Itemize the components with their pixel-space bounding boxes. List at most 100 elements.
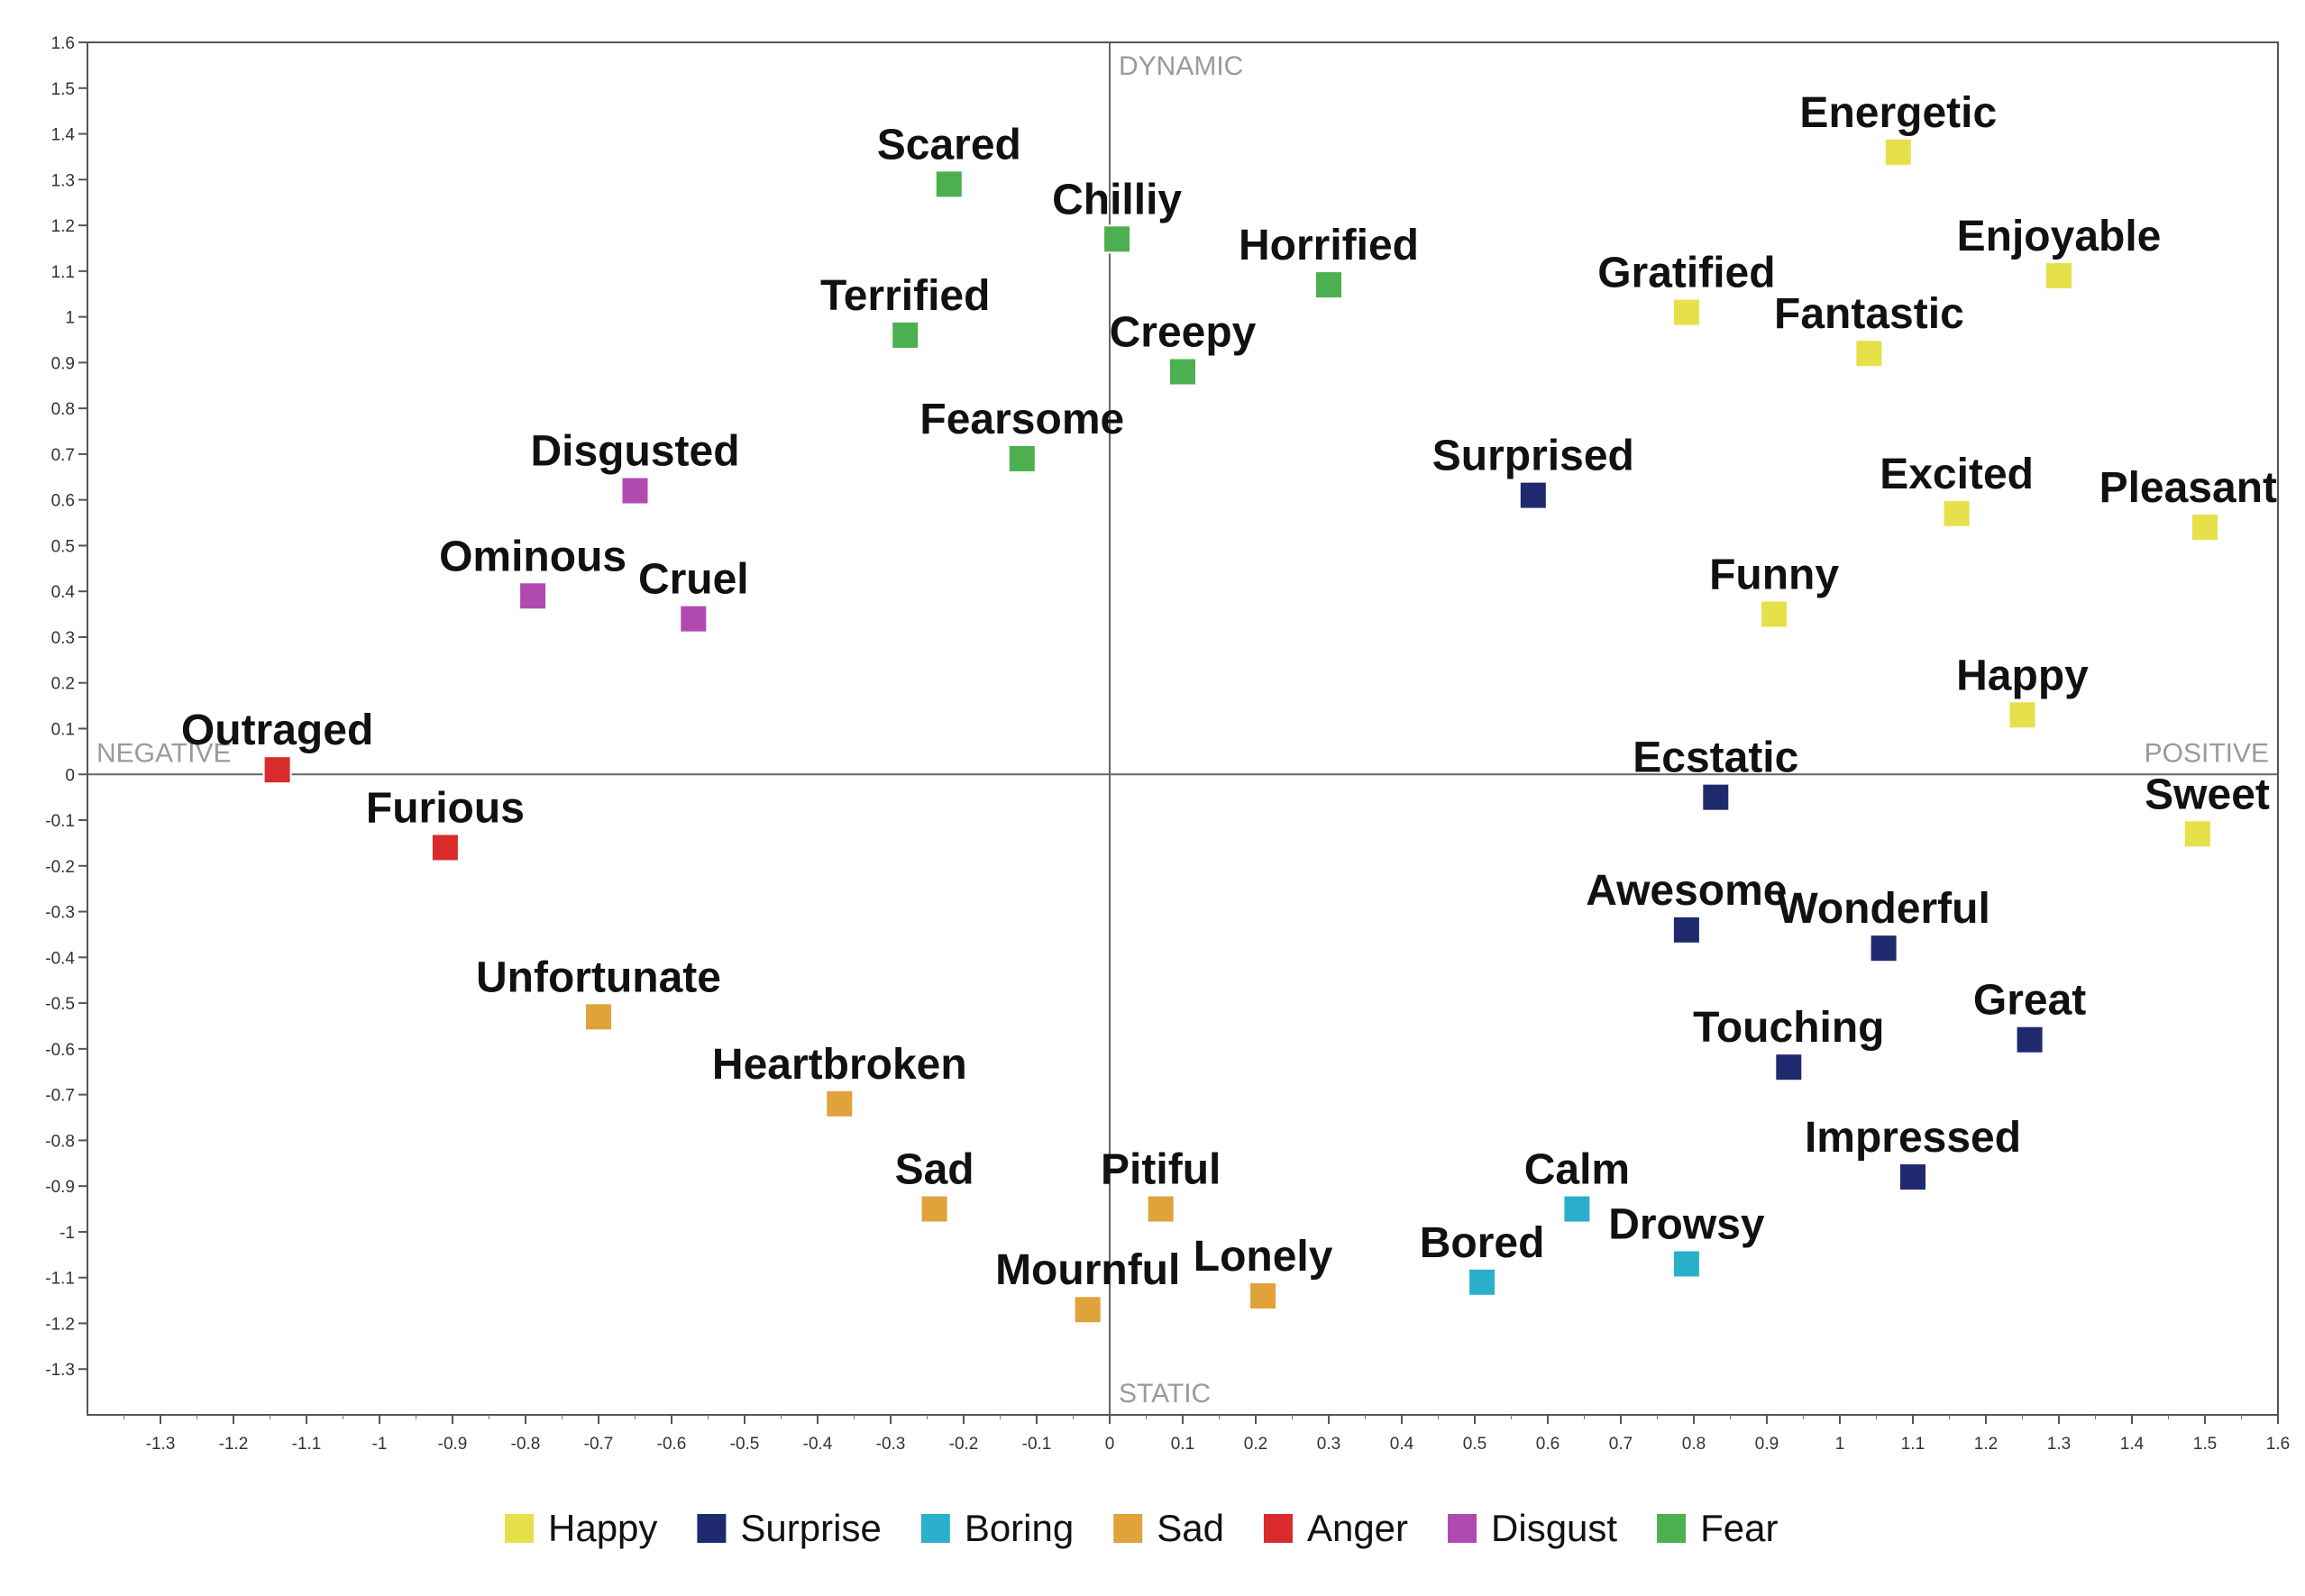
x-tick-label: -0.7 bbox=[584, 1435, 614, 1454]
data-point-marker bbox=[679, 604, 709, 634]
legend-label: Disgust bbox=[1491, 1507, 1617, 1549]
legend-label: Happy bbox=[548, 1507, 657, 1549]
legend-label: Boring bbox=[965, 1507, 1074, 1549]
x-tick-label: 1.1 bbox=[1901, 1435, 1925, 1454]
data-point-marker bbox=[1168, 357, 1197, 387]
data-point-label: Funny bbox=[1709, 552, 1839, 599]
data-point-marker bbox=[1942, 498, 1971, 528]
x-tick-label: 0.6 bbox=[1536, 1435, 1560, 1454]
y-tick-label: 0.6 bbox=[51, 492, 75, 511]
data-point-marker bbox=[430, 833, 460, 862]
data-point-label: Creepy bbox=[1110, 309, 1257, 357]
quadrant-label-bottom: STATIC bbox=[1119, 1379, 1211, 1409]
data-point-marker bbox=[1883, 137, 1913, 167]
data-point-label: Awesome bbox=[1586, 867, 1787, 915]
data-point-label: Drowsy bbox=[1608, 1200, 1765, 1248]
plot-frame bbox=[87, 41, 2279, 1416]
data-point-label: Enjoyable bbox=[1957, 213, 2162, 260]
data-point-marker bbox=[1468, 1267, 1497, 1297]
data-point-label: Surprised bbox=[1432, 433, 1634, 480]
y-tick-label: -0.1 bbox=[45, 812, 75, 831]
axis-ticks: -1.3 -1.2 -1.1 -1 -0.9 -0.8 -0.7 -0.6 -0.5 -0.4 -0… bbox=[45, 34, 2290, 1454]
y-tick-label: 0 bbox=[65, 766, 75, 785]
data-point-marker bbox=[1007, 443, 1037, 473]
x-tick-label: -0.3 bbox=[876, 1435, 906, 1454]
data-point-marker bbox=[1898, 1163, 1927, 1192]
y-tick-label: -1.2 bbox=[45, 1315, 75, 1334]
data-point-marker bbox=[1854, 339, 1884, 369]
y-tick-label: -0.9 bbox=[45, 1178, 75, 1197]
data-point-label: Lonely bbox=[1194, 1233, 1333, 1281]
y-tick-label: -0.2 bbox=[45, 858, 75, 877]
data-point-marker bbox=[1146, 1194, 1175, 1224]
data-point-label: Sad bbox=[895, 1146, 974, 1194]
y-tick-label: -1 bbox=[59, 1224, 75, 1243]
quadrant-labels: DYNAMIC STATIC NEGATIVE POSITIVE bbox=[96, 51, 2269, 1409]
y-tick-label: -0.6 bbox=[45, 1041, 75, 1060]
y-tick-label: -0.3 bbox=[45, 904, 75, 923]
x-tick-label: -0.5 bbox=[730, 1435, 760, 1454]
data-point-marker bbox=[891, 320, 920, 350]
data-point-label: Ecstatic bbox=[1633, 734, 1798, 782]
data-point-label: Unfortunate bbox=[476, 953, 721, 1001]
data-point-label: Calm bbox=[1524, 1146, 1630, 1194]
y-tick-label: -1.3 bbox=[45, 1361, 75, 1380]
data-point-label: Heartbroken bbox=[712, 1041, 967, 1089]
data-point-label: Sweet bbox=[2145, 771, 2270, 818]
x-tick-label: 0.3 bbox=[1317, 1435, 1340, 1454]
data-point-marker bbox=[919, 1194, 949, 1224]
data-point-marker bbox=[2008, 700, 2037, 730]
x-tick-label: 1.6 bbox=[2266, 1435, 2290, 1454]
x-tick-label: -0.4 bbox=[803, 1435, 833, 1454]
data-point-label: Disgusted bbox=[530, 428, 739, 476]
y-tick-label: -0.4 bbox=[45, 949, 75, 968]
y-tick-label: 1.1 bbox=[51, 263, 75, 282]
x-tick-label: 1.4 bbox=[2120, 1435, 2145, 1454]
data-point-label: Fearsome bbox=[919, 396, 1124, 443]
data-point-label: Pitiful bbox=[1101, 1146, 1221, 1194]
y-tick-label: -0.5 bbox=[45, 995, 75, 1014]
y-tick-label: 0.4 bbox=[51, 583, 76, 602]
legend-swatch bbox=[920, 1514, 950, 1543]
y-tick-label: 1.6 bbox=[51, 34, 75, 53]
quadrant-label-top: DYNAMIC bbox=[1119, 51, 1243, 81]
x-tick-label: -0.8 bbox=[511, 1435, 541, 1454]
legend-swatch bbox=[1263, 1514, 1293, 1543]
data-point-label: Impressed bbox=[1805, 1114, 2021, 1162]
x-tick-label: -1.2 bbox=[219, 1435, 249, 1454]
x-tick-label: 0.8 bbox=[1682, 1435, 1706, 1454]
data-point-marker bbox=[2182, 819, 2212, 849]
center-axes bbox=[87, 42, 2278, 1415]
x-tick-label: -0.2 bbox=[949, 1435, 979, 1454]
data-point-label: Furious bbox=[366, 784, 525, 832]
x-tick-label: 0.5 bbox=[1463, 1435, 1486, 1454]
legend-swatch bbox=[1657, 1514, 1687, 1543]
x-tick-label: 1.3 bbox=[2047, 1435, 2071, 1454]
x-tick-label: -0.6 bbox=[657, 1435, 687, 1454]
y-tick-label: -0.8 bbox=[45, 1132, 75, 1151]
data-point-marker bbox=[620, 476, 650, 506]
data-point-marker bbox=[1701, 782, 1731, 812]
data-point-marker bbox=[262, 755, 292, 785]
data-point-marker bbox=[518, 581, 548, 611]
data-point-label: Bored bbox=[1420, 1219, 1545, 1267]
data-point-marker bbox=[1518, 480, 1548, 510]
data-point-marker bbox=[1869, 934, 1898, 963]
data-point-label: Mournful bbox=[995, 1246, 1180, 1294]
data-point-label: Fantastic bbox=[1774, 290, 1964, 338]
data-point-label: Scared bbox=[877, 121, 1021, 169]
y-tick-label: -0.7 bbox=[45, 1087, 75, 1106]
legend-label: Surprise bbox=[740, 1507, 881, 1549]
data-point-label: Horrified bbox=[1239, 222, 1419, 269]
x-tick-label: 1 bbox=[1835, 1435, 1845, 1454]
data-point-label: Energetic bbox=[1799, 89, 1997, 137]
data-point-label: Ominous bbox=[439, 533, 627, 580]
y-tick-label: 1.2 bbox=[51, 217, 75, 236]
y-tick-label: 0.2 bbox=[51, 675, 75, 694]
data-point-marker bbox=[1249, 1281, 1278, 1311]
legend-swatch bbox=[1113, 1514, 1143, 1543]
y-tick-label: 0.1 bbox=[51, 721, 75, 740]
data-point-marker bbox=[1671, 297, 1701, 327]
data-point-marker bbox=[1073, 1295, 1102, 1325]
